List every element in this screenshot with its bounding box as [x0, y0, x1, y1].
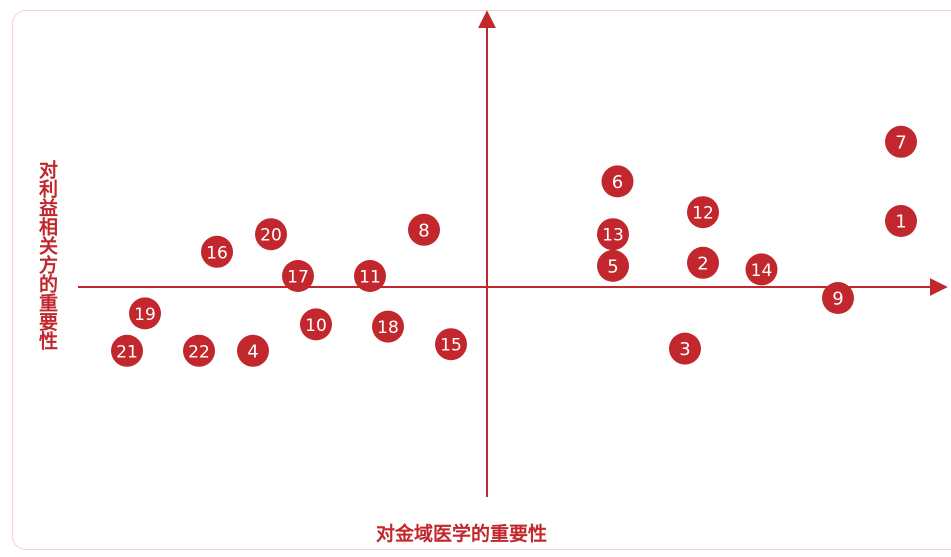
data-point: 6 — [601, 165, 634, 198]
data-point: 4 — [237, 334, 269, 367]
data-point-marker — [183, 334, 215, 367]
data-point: 14 — [745, 253, 778, 286]
data-point-marker — [408, 213, 440, 246]
data-point: 5 — [597, 249, 629, 282]
data-point: 10 — [300, 308, 332, 341]
data-point: 19 — [129, 297, 161, 330]
data-point-marker — [372, 310, 404, 343]
data-point-marker — [669, 332, 701, 365]
data-point-marker — [237, 334, 269, 367]
data-point-label: 1 — [895, 212, 906, 233]
data-point: 16 — [201, 235, 233, 268]
data-point-label: 22 — [188, 342, 210, 362]
data-point-marker — [597, 218, 629, 251]
data-point: 13 — [597, 218, 629, 251]
data-point-label: 11 — [359, 268, 381, 288]
data-point-marker — [201, 235, 233, 268]
data-point-label: 2 — [697, 253, 708, 274]
data-point-label: 5 — [607, 256, 618, 277]
data-point-label: 13 — [602, 226, 624, 246]
data-point-label: 18 — [377, 318, 399, 338]
data-point: 9 — [822, 282, 854, 314]
x-axis-title: 对金域医学的重要性 — [376, 523, 548, 545]
data-point-marker — [885, 205, 917, 237]
data-point: 17 — [282, 260, 314, 292]
data-point: 15 — [435, 328, 467, 361]
data-point: 11 — [354, 260, 386, 292]
data-point-marker — [687, 246, 719, 279]
data-point: 21 — [111, 334, 143, 367]
data-point: 3 — [669, 332, 701, 365]
data-point-label: 17 — [287, 268, 309, 288]
data-point-label: 9 — [832, 289, 843, 310]
data-point-marker — [255, 218, 287, 251]
data-point-marker — [354, 260, 386, 292]
data-point-label: 15 — [440, 336, 462, 356]
data-point: 8 — [408, 213, 440, 246]
data-point-marker — [300, 308, 332, 341]
data-point-marker — [601, 165, 634, 198]
data-point-label: 14 — [751, 261, 773, 281]
data-point-label: 10 — [305, 316, 327, 336]
data-point: 7 — [885, 125, 917, 158]
data-point-label: 4 — [247, 341, 258, 362]
data-point: 18 — [372, 310, 404, 343]
data-point-marker — [687, 196, 719, 229]
data-point-label: 6 — [612, 172, 623, 193]
data-point: 1 — [885, 205, 917, 237]
data-point: 22 — [183, 334, 215, 367]
data-point-label: 8 — [418, 220, 429, 241]
data-point-marker — [435, 328, 467, 361]
y-axis-title: 对利益相关方的重要性 — [36, 160, 58, 350]
data-point-marker — [129, 297, 161, 330]
data-point-label: 12 — [692, 204, 714, 224]
data-point-marker — [745, 253, 778, 286]
data-point: 20 — [255, 218, 287, 251]
data-point-marker — [597, 249, 629, 282]
data-point-marker — [885, 125, 917, 158]
data-point-marker — [111, 334, 143, 367]
data-point-marker — [282, 260, 314, 292]
data-point-label: 19 — [134, 305, 156, 325]
data-point-label: 16 — [206, 243, 228, 263]
data-point: 12 — [687, 196, 719, 229]
data-point-label: 20 — [260, 226, 282, 246]
data-point-label: 3 — [679, 339, 690, 360]
data-point-marker — [822, 282, 854, 314]
data-point-label: 7 — [895, 132, 906, 153]
data-point-label: 21 — [116, 342, 138, 362]
data-point: 2 — [687, 246, 719, 279]
